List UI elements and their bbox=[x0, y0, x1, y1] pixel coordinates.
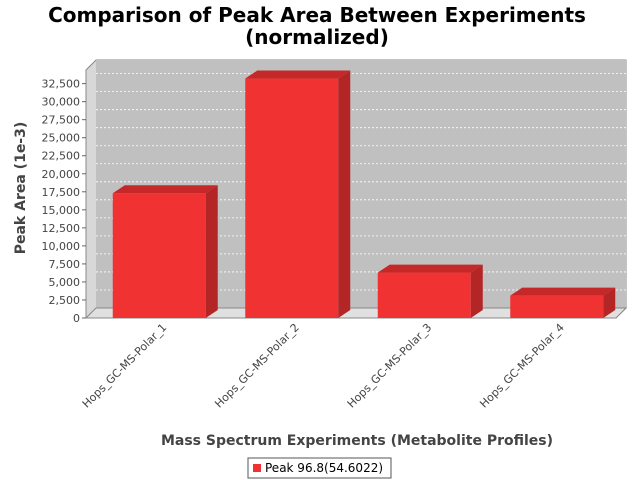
legend-label: Peak 96.8(54.6022) bbox=[265, 461, 383, 475]
y-axis-label: Peak Area (1e-3) bbox=[13, 122, 29, 255]
y-tick-label: 32,500 bbox=[42, 78, 81, 91]
y-tick-label: 7,500 bbox=[49, 258, 81, 271]
bar-side bbox=[338, 70, 351, 318]
x-tick-label: Hops_GC-MS-Polar_3 bbox=[345, 321, 435, 411]
y-tick-label: 25,000 bbox=[42, 132, 81, 145]
y-tick-label: 17,500 bbox=[42, 186, 81, 199]
bars bbox=[112, 70, 616, 318]
bar-top bbox=[377, 264, 483, 273]
x-axis-label: Mass Spectrum Experiments (Metabolite Pr… bbox=[161, 433, 553, 449]
bar bbox=[510, 295, 604, 318]
bar-side bbox=[470, 264, 483, 318]
bar-group bbox=[112, 185, 218, 318]
bar bbox=[245, 78, 339, 318]
x-tick-label: Hops_GC-MS-Polar_1 bbox=[80, 321, 170, 411]
y-tick-label: 2,500 bbox=[49, 294, 81, 307]
y-tick-label: 20,000 bbox=[42, 168, 81, 181]
y-tick-label: 0 bbox=[73, 312, 80, 325]
y-tick-label: 5,000 bbox=[49, 276, 81, 289]
bar bbox=[112, 193, 206, 318]
bar-top bbox=[112, 185, 218, 194]
plot-wall bbox=[84, 59, 628, 319]
chart-title-line1: Comparison of Peak Area Between Experime… bbox=[48, 3, 586, 27]
y-tick-label: 22,500 bbox=[42, 150, 81, 163]
y-tick-label: 27,500 bbox=[42, 114, 81, 127]
bar-group bbox=[510, 287, 616, 318]
chart-title-line2: (normalized) bbox=[245, 25, 389, 49]
bar-side bbox=[205, 185, 218, 318]
x-tick-label: Hops_GC-MS-Polar_4 bbox=[477, 321, 567, 411]
y-axis-ticks: 0 2,500 5,000 7,500 10,000 12,500 15,000 17,500… bbox=[42, 78, 86, 325]
legend-swatch bbox=[253, 464, 261, 472]
legend-box bbox=[247, 457, 392, 479]
bar bbox=[377, 272, 471, 318]
x-axis-ticks: Hops_GC-MS-Polar_1 Hops_GC-MS-Polar_2 Hops… bbox=[80, 321, 567, 411]
bar-side bbox=[603, 287, 616, 318]
y-tick-label: 30,000 bbox=[42, 96, 81, 109]
bar-top bbox=[510, 287, 616, 296]
bar-group bbox=[245, 70, 351, 318]
y-tick-label: 10,000 bbox=[42, 240, 81, 253]
bar-top bbox=[245, 70, 351, 79]
y-tick-label: 12,500 bbox=[42, 222, 81, 235]
y-tick-label: 15,000 bbox=[42, 204, 81, 217]
bar-group bbox=[377, 264, 483, 318]
x-tick-label: Hops_GC-MS-Polar_2 bbox=[212, 321, 302, 411]
legend: Peak 96.8(54.6022) bbox=[247, 457, 392, 479]
